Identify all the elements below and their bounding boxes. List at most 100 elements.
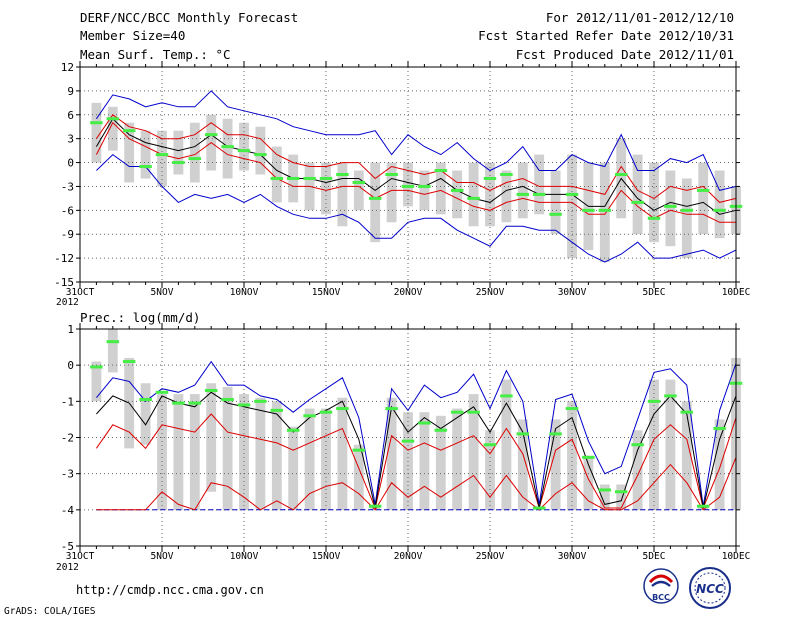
- precipitation-observed-marker: [237, 403, 251, 407]
- precipitation-ensemble-box: [665, 379, 676, 510]
- temperature-observed-marker: [713, 208, 726, 212]
- precipitation-observed-marker: [303, 414, 316, 418]
- temperature-observed-marker: [90, 121, 103, 125]
- precipitation-ensemble-box: [452, 408, 463, 510]
- precipitation-y-tick-label: -5: [61, 540, 74, 553]
- precipitation-observed-marker: [450, 410, 464, 414]
- temperature-x-tick-label: 10DEC: [722, 287, 751, 298]
- website-url: http://cmdp.ncc.cma.gov.cn: [76, 583, 264, 597]
- temperature-ensemble-box: [698, 162, 709, 235]
- precipitation-observed-marker: [713, 426, 726, 430]
- temperature-y-tick-label: -3: [61, 180, 74, 193]
- temperature-y-tick-label: -12: [54, 252, 74, 265]
- precipitation-observed-marker: [254, 399, 267, 403]
- temperature-ensemble-box: [239, 122, 249, 171]
- precipitation-ensemble-box: [501, 379, 512, 510]
- temperature-y-tick-label: 12: [61, 61, 74, 74]
- precipitation-y-tick-label: -1: [61, 395, 74, 408]
- temperature-observed-marker: [336, 173, 349, 176]
- temperature-observed-marker: [139, 165, 152, 169]
- temperature-observed-marker: [680, 208, 694, 212]
- temperature-observed-marker: [598, 208, 612, 212]
- precipitation-x-tick-label: 25NOV: [476, 551, 505, 562]
- temperature-ensemble-box: [337, 162, 348, 227]
- temperature-ensemble-box: [534, 154, 545, 215]
- precipitation-observed-marker: [90, 365, 103, 369]
- forecast-period-label: For 2012/11/01-2012/12/10: [546, 10, 734, 25]
- precipitation-y-tick-label: 0: [67, 359, 74, 372]
- precipitation-observed-marker: [614, 490, 628, 494]
- precipitation-spread-high-line: [95, 413, 737, 510]
- temperature-observed-marker: [434, 169, 448, 173]
- temperature-observed-marker: [516, 192, 530, 196]
- precipitation-observed-marker: [418, 421, 431, 425]
- temperature-envelope-low-line: [96, 153, 737, 263]
- precipitation-observed-marker: [680, 410, 694, 414]
- temperature-x-tick-label: 30NOV: [558, 287, 587, 298]
- precipitation-observed-marker: [286, 428, 300, 432]
- precipitation-observed-marker: [155, 390, 169, 394]
- temperature-y-tick-label: -15: [54, 276, 74, 289]
- temperature-ensemble-box: [485, 162, 495, 227]
- temperature-observed-marker: [254, 153, 267, 157]
- temperature-y-tick-label: 0: [67, 157, 74, 170]
- precipitation-observed-marker: [385, 407, 398, 411]
- temperature-box-layer: [91, 102, 741, 263]
- precipitation-observed-marker: [696, 504, 710, 508]
- precipitation-ensemble-box: [321, 408, 331, 510]
- precipitation-observed-marker: [401, 439, 415, 443]
- bcc-logo: BCC: [643, 568, 679, 604]
- temperature-line-layer: [95, 90, 737, 263]
- temperature-observed-marker: [418, 184, 431, 188]
- precipitation-ensemble-box: [189, 394, 200, 510]
- temperature-observed-marker: [155, 153, 169, 157]
- precipitation-observed-marker: [204, 388, 218, 392]
- temperature-y-tick-label: 3: [67, 133, 74, 146]
- temperature-ensemble-box: [517, 162, 528, 219]
- precipitation-x-tick-label: 5DEC: [643, 551, 666, 562]
- precipitation-observed-marker: [336, 407, 349, 411]
- precipitation-ensemble-mean-line: [96, 391, 737, 509]
- temperature-observed-marker: [565, 192, 579, 196]
- precipitation-ensemble-box: [288, 426, 299, 510]
- temperature-y-tick-label: -6: [61, 204, 74, 217]
- temperature-ensemble-box: [665, 170, 676, 247]
- temperature-ensemble-box: [435, 162, 446, 215]
- temperature-observed-layer: [90, 117, 743, 220]
- temperature-ensemble-box: [452, 170, 463, 219]
- temperature-x-tick-label: 25NOV: [476, 287, 505, 298]
- precipitation-ensemble-box: [599, 484, 610, 510]
- precipitation-observed-marker: [598, 488, 612, 492]
- precipitation-ensemble-box: [107, 329, 118, 373]
- temperature-y-tick-label: 6: [67, 109, 74, 122]
- temperature-ensemble-box: [468, 162, 479, 227]
- precipitation-ensemble-box: [583, 455, 594, 510]
- temperature-ensemble-box: [91, 102, 102, 163]
- precipitation-envelope-high-line: [96, 360, 737, 507]
- precipitation-ensemble-box: [649, 379, 659, 510]
- temperature-observed-marker: [631, 200, 644, 204]
- temperature-observed-marker: [368, 196, 382, 200]
- temperature-ensemble-box: [567, 154, 577, 259]
- precipitation-ensemble-box: [386, 397, 397, 510]
- precipitation-title: Prec.: log(mm/d): [80, 310, 200, 325]
- temperature-x-tick-label: 20NOV: [394, 287, 423, 298]
- temperature-ensemble-box: [321, 162, 331, 215]
- precipitation-observed-marker: [434, 428, 448, 432]
- forecast-produced-label: Fcst Produced Date 2012/11/01: [516, 47, 734, 62]
- temperature-observed-marker: [172, 161, 185, 165]
- precipitation-observed-marker: [270, 408, 284, 412]
- temperature-observed-marker: [696, 188, 710, 192]
- precipitation-observed-marker: [565, 407, 579, 411]
- grads-credit: GrADS: COLA/IGES: [4, 606, 96, 617]
- temperature-ensemble-mean-line: [95, 117, 737, 215]
- precipitation-ensemble-box: [304, 408, 315, 510]
- temperature-ensemble-box: [140, 130, 151, 179]
- temperature-ensemble-box: [353, 170, 364, 211]
- precipitation-observed-marker: [582, 455, 595, 459]
- precipitation-ensemble-box: [714, 419, 725, 510]
- temperature-ensemble-box: [632, 154, 643, 235]
- temperature-ensemble-box: [403, 162, 413, 207]
